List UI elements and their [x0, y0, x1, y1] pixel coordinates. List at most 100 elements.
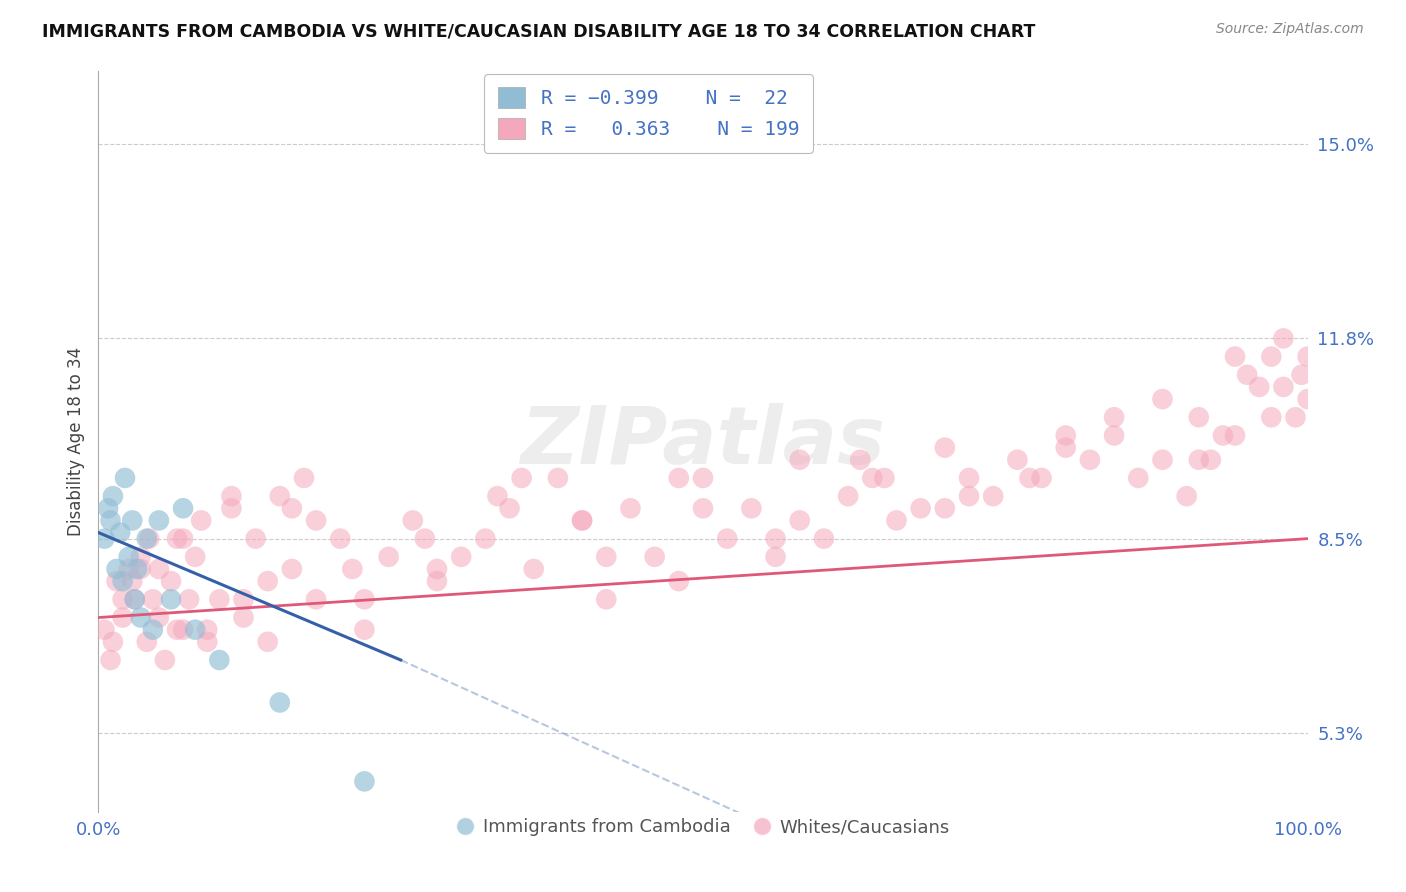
Point	[668, 574, 690, 588]
Point	[450, 549, 472, 564]
Text: Source: ZipAtlas.com: Source: ZipAtlas.com	[1216, 22, 1364, 37]
Point	[413, 532, 436, 546]
Point	[789, 513, 811, 527]
Point	[124, 592, 146, 607]
Point	[1296, 350, 1319, 364]
Point	[129, 562, 152, 576]
Point	[934, 501, 956, 516]
Point	[886, 513, 908, 527]
Point	[873, 471, 896, 485]
Point	[179, 592, 201, 607]
Point	[789, 452, 811, 467]
Point	[1054, 428, 1077, 442]
Point	[765, 532, 787, 546]
Point	[402, 513, 425, 527]
Point	[1223, 350, 1246, 364]
Point	[172, 501, 194, 516]
Point	[129, 610, 152, 624]
Point	[571, 513, 593, 527]
Point	[184, 549, 207, 564]
Point	[1212, 428, 1234, 442]
Point	[1249, 380, 1271, 394]
Point	[208, 653, 231, 667]
Point	[595, 549, 617, 564]
Point	[1223, 428, 1246, 442]
Point	[148, 610, 170, 624]
Point	[1272, 380, 1295, 394]
Point	[135, 532, 157, 546]
Point	[269, 696, 291, 710]
Point	[135, 635, 157, 649]
Point	[644, 549, 666, 564]
Point	[1236, 368, 1258, 382]
Point	[256, 635, 278, 649]
Point	[232, 610, 254, 624]
Point	[127, 562, 149, 576]
Point	[837, 489, 859, 503]
Point	[148, 513, 170, 527]
Point	[232, 592, 254, 607]
Point	[474, 532, 496, 546]
Point	[716, 532, 738, 546]
Point	[1260, 350, 1282, 364]
Point	[305, 592, 328, 607]
Legend: Immigrants from Cambodia, Whites/Caucasians: Immigrants from Cambodia, Whites/Caucasi…	[449, 811, 957, 844]
Point	[571, 513, 593, 527]
Point	[195, 635, 218, 649]
Text: IMMIGRANTS FROM CAMBODIA VS WHITE/CAUCASIAN DISABILITY AGE 18 TO 34 CORRELATION : IMMIGRANTS FROM CAMBODIA VS WHITE/CAUCAS…	[42, 22, 1036, 40]
Point	[692, 501, 714, 516]
Point	[1152, 392, 1174, 406]
Point	[1296, 392, 1319, 406]
Point	[510, 471, 533, 485]
Point	[860, 471, 883, 485]
Point	[153, 653, 176, 667]
Point	[353, 592, 375, 607]
Point	[111, 592, 134, 607]
Point	[142, 592, 165, 607]
Point	[353, 623, 375, 637]
Point	[981, 489, 1004, 503]
Point	[221, 489, 243, 503]
Point	[172, 532, 194, 546]
Point	[121, 574, 143, 588]
Point	[1260, 410, 1282, 425]
Point	[668, 471, 690, 485]
Point	[281, 501, 304, 516]
Point	[93, 532, 115, 546]
Point	[138, 532, 160, 546]
Y-axis label: Disability Age 18 to 34: Disability Age 18 to 34	[66, 347, 84, 536]
Point	[281, 562, 304, 576]
Point	[957, 471, 980, 485]
Point	[195, 623, 218, 637]
Point	[849, 452, 872, 467]
Point	[100, 513, 122, 527]
Point	[118, 562, 141, 576]
Point	[105, 562, 128, 576]
Point	[184, 623, 207, 637]
Point	[101, 489, 124, 503]
Point	[1054, 441, 1077, 455]
Point	[1152, 452, 1174, 467]
Point	[813, 532, 835, 546]
Point	[101, 635, 124, 649]
Point	[166, 623, 188, 637]
Point	[1078, 452, 1101, 467]
Point	[1284, 410, 1306, 425]
Point	[740, 501, 762, 516]
Point	[353, 774, 375, 789]
Point	[148, 562, 170, 576]
Point	[1031, 471, 1053, 485]
Point	[111, 610, 134, 624]
Point	[245, 532, 267, 546]
Point	[142, 623, 165, 637]
Point	[256, 574, 278, 588]
Point	[498, 501, 520, 516]
Point	[1007, 452, 1029, 467]
Point	[486, 489, 509, 503]
Point	[190, 513, 212, 527]
Point	[118, 549, 141, 564]
Point	[692, 471, 714, 485]
Point	[221, 501, 243, 516]
Point	[1102, 428, 1125, 442]
Point	[108, 525, 131, 540]
